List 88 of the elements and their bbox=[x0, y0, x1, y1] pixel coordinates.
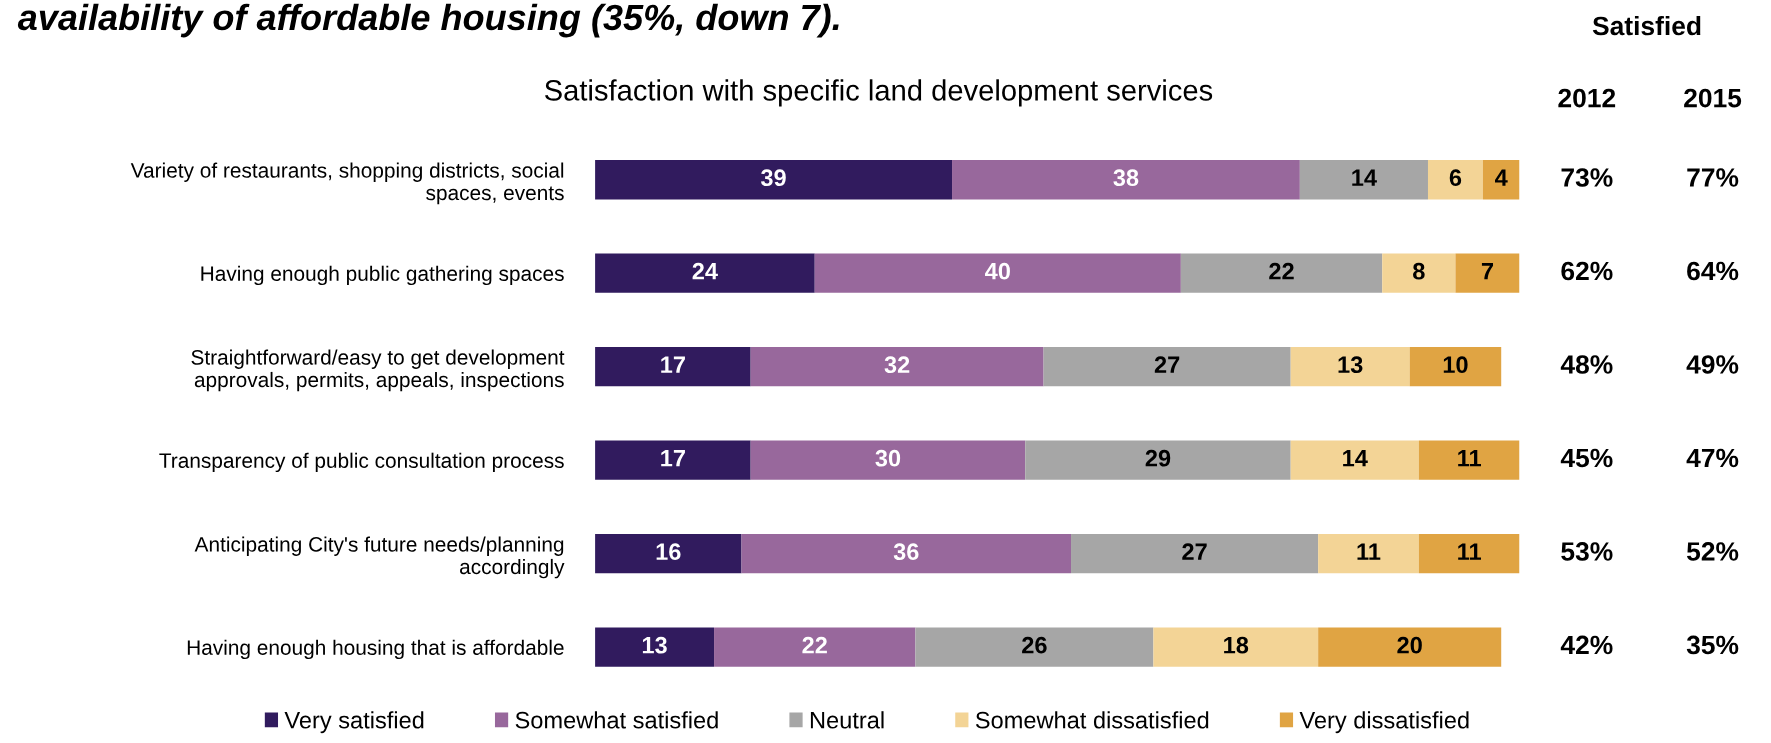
text: 49% bbox=[1686, 355, 1739, 374]
bar bbox=[1318, 627, 1502, 667]
text: 64% bbox=[1687, 261, 1739, 281]
data-label: 29 bbox=[1145, 449, 1171, 467]
data-label: 14 bbox=[1343, 450, 1368, 467]
bar bbox=[1071, 534, 1319, 574]
data-label: 18 bbox=[1224, 636, 1249, 654]
text: availability of affordable housing (35%, down 7). bbox=[17, 3, 839, 38]
data-label: 26 bbox=[1022, 636, 1047, 654]
text: 42% bbox=[1560, 635, 1613, 655]
text: 47% bbox=[1686, 448, 1739, 468]
bar bbox=[915, 627, 1154, 667]
data-label: 36 bbox=[893, 543, 919, 561]
bar bbox=[595, 160, 953, 200]
data-label: 13 bbox=[1338, 356, 1363, 374]
y-tick-label: Having enough public gathering spaces bbox=[201, 265, 564, 286]
bar bbox=[1482, 160, 1520, 200]
data-label: 13 bbox=[642, 636, 667, 654]
data-label: 11 bbox=[1458, 450, 1481, 467]
text: 62% bbox=[1561, 261, 1613, 281]
bar bbox=[1318, 534, 1419, 574]
bar bbox=[1427, 160, 1483, 200]
data-label: 40 bbox=[985, 262, 1010, 280]
data-label: 39 bbox=[760, 169, 786, 187]
bar bbox=[595, 440, 751, 480]
bar bbox=[1180, 253, 1383, 293]
data-label: 38 bbox=[1113, 169, 1139, 187]
data-label: 14 bbox=[1352, 169, 1377, 186]
bar bbox=[1025, 440, 1291, 480]
chart-title: Satisfaction with specific land development services bbox=[544, 79, 1213, 107]
text: 2015 bbox=[1684, 88, 1742, 108]
legend-label: Very satisfied bbox=[284, 711, 424, 734]
bar bbox=[1418, 534, 1520, 574]
data-label: 24 bbox=[692, 262, 718, 280]
bar bbox=[595, 534, 742, 574]
bar bbox=[595, 627, 715, 667]
data-label: 7 bbox=[1481, 263, 1494, 280]
data-label: 10 bbox=[1443, 356, 1468, 374]
bar bbox=[1409, 347, 1502, 387]
bar bbox=[814, 253, 1181, 293]
legend-label: Very dissatisfied bbox=[1299, 711, 1469, 734]
text: Satisfied bbox=[1592, 15, 1701, 36]
text: 73% bbox=[1561, 168, 1613, 187]
bar bbox=[1418, 440, 1520, 480]
text: 52% bbox=[1686, 542, 1739, 561]
data-label: 4 bbox=[1495, 169, 1508, 186]
legend-label: Somewhat dissatisfied bbox=[975, 711, 1209, 729]
legend-label: Somewhat satisfied bbox=[515, 711, 718, 729]
bar bbox=[714, 627, 916, 667]
data-label: 11 bbox=[1458, 543, 1481, 560]
text: 45% bbox=[1560, 448, 1613, 468]
bar bbox=[1290, 440, 1419, 480]
data-label: 11 bbox=[1357, 543, 1381, 560]
data-label: 30 bbox=[875, 449, 901, 467]
data-label: 17 bbox=[661, 356, 685, 373]
text: 2012 bbox=[1558, 88, 1616, 108]
text: 53% bbox=[1561, 542, 1613, 561]
bar bbox=[952, 160, 1300, 200]
bar bbox=[595, 253, 815, 293]
bar bbox=[1153, 627, 1319, 667]
bar bbox=[750, 440, 1026, 480]
text: 35% bbox=[1686, 635, 1739, 655]
bar bbox=[1290, 347, 1410, 387]
data-label: 27 bbox=[1154, 356, 1180, 373]
bar bbox=[741, 534, 1072, 574]
data-label: 17 bbox=[661, 450, 685, 467]
bar bbox=[595, 347, 751, 387]
legend-label: Neutral bbox=[810, 711, 884, 729]
text: 48% bbox=[1560, 355, 1613, 374]
bar bbox=[750, 347, 1044, 387]
data-label: 32 bbox=[884, 356, 910, 374]
y-tick-label: Variety of restaurants, shopping districts, social spaces, events bbox=[130, 162, 564, 205]
data-label: 22 bbox=[1269, 262, 1294, 280]
bar bbox=[1043, 347, 1291, 387]
text: 77% bbox=[1687, 168, 1739, 187]
y-tick-label: Straightforward/easy to get development approvals, permits, appeals, inspections bbox=[191, 349, 565, 392]
y-tick-label: Transparency of public consultation process bbox=[159, 452, 564, 473]
data-label: 22 bbox=[802, 636, 827, 654]
data-label: 27 bbox=[1182, 543, 1207, 560]
bar bbox=[1455, 253, 1520, 293]
bar bbox=[1382, 253, 1456, 293]
data-label: 8 bbox=[1413, 262, 1425, 280]
data-label: 20 bbox=[1397, 636, 1422, 654]
data-label: 16 bbox=[656, 543, 681, 561]
y-tick-label: Having enough housing that is affordable bbox=[187, 639, 564, 660]
bar bbox=[1299, 160, 1428, 200]
y-tick-label: Anticipating City's future needs/planning accordingly bbox=[194, 536, 565, 579]
data-label: 6 bbox=[1449, 169, 1462, 187]
